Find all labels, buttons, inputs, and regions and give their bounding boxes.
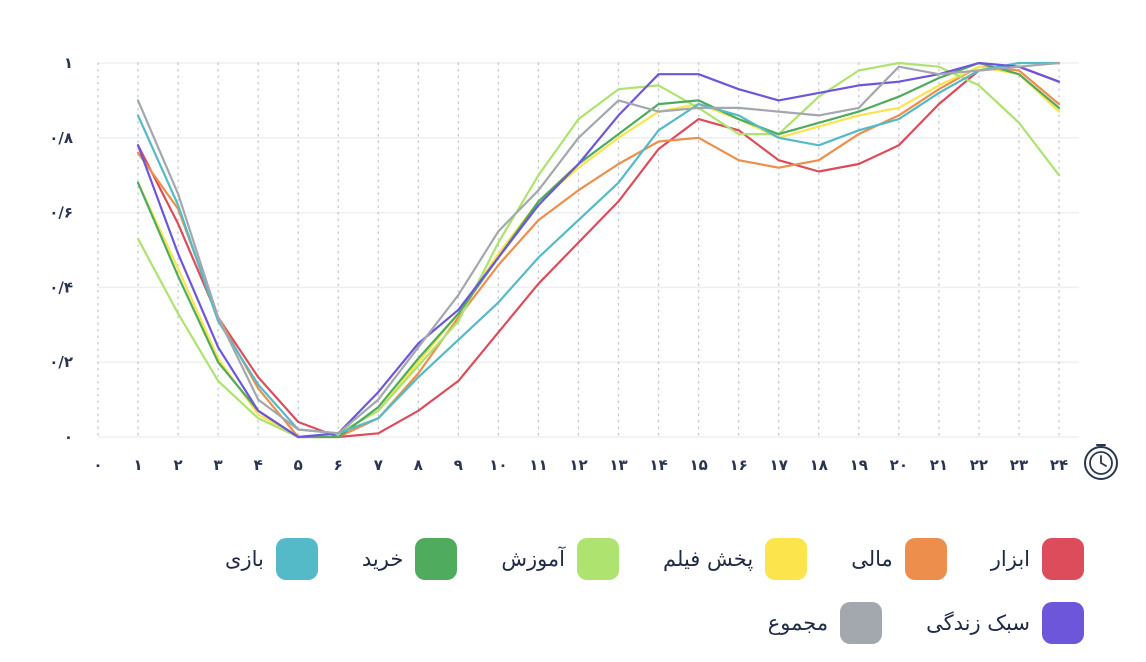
x-tick-label: ۱۲: [569, 456, 587, 474]
legend-item[interactable]: بازی: [225, 537, 318, 581]
legend-item[interactable]: مجموع: [767, 601, 883, 645]
x-tick-label: ۱۵: [689, 456, 707, 474]
x-tick-label: ۱۶: [730, 456, 748, 474]
x-tick-label: ۹: [454, 456, 463, 474]
x-tick-label: ۱۳: [609, 456, 627, 474]
legend-label: ابزار: [990, 547, 1030, 571]
legend-label: بازی: [225, 547, 264, 571]
x-tick-label: ۱۷: [770, 456, 788, 474]
legend-label: مالی: [851, 547, 893, 571]
legend-item[interactable]: مالی: [851, 537, 947, 581]
x-tick-label: ۲۳: [1010, 456, 1028, 474]
x-tick-label: ۸: [414, 456, 423, 474]
x-tick-label: ۱۹: [850, 456, 868, 474]
x-tick-label: ۱۰: [489, 456, 507, 474]
x-tick-label: ۷: [374, 456, 383, 474]
y-tick-label: ۰: [64, 428, 73, 446]
legend-item[interactable]: پخش فیلم: [663, 537, 808, 581]
legend-swatch: [1042, 602, 1084, 644]
y-tick-label: ۱: [64, 54, 73, 72]
legend-swatch: [577, 538, 620, 580]
legend-item[interactable]: آموزش: [501, 537, 620, 581]
x-tick-label: ۲: [174, 456, 183, 474]
x-tick-label: ۶: [334, 456, 343, 474]
x-tick-label: ۲۴: [1050, 456, 1068, 474]
legend-item[interactable]: سبک زندگی: [926, 601, 1084, 645]
y-tick-label: ۰/۸: [49, 129, 73, 147]
chart-svg: ۰۰/۲۰/۴۰/۶۰/۸۱۰ ۱ ۲ ۳ ۴ ۵ ۶ ۷ ۸ ۹ ۱۰ ۱۱ ۱۲ ۱۳ ۱۴ ۱۵ ۱۶ ۱۷…: [49, 54, 1118, 480]
series-line-7: [136, 61, 1061, 435]
series-lines: [136, 61, 1061, 439]
legend-swatch: [1042, 538, 1084, 580]
legend-swatch: [275, 538, 318, 580]
legend-swatch: [904, 538, 947, 580]
x-tick-label: ۱۸: [810, 456, 828, 474]
x-tick-label: ۵: [294, 456, 303, 474]
legend-label: پخش فیلم: [663, 547, 754, 571]
x-tick-label: ۲۱: [930, 456, 948, 474]
y-tick-label: ۰/۶: [49, 204, 73, 222]
grid: [97, 62, 1079, 438]
y-tick-label: ۰/۴: [49, 278, 73, 296]
series-line-6: [136, 61, 1061, 439]
legend-swatch: [840, 602, 883, 644]
legend-label: خرید: [361, 547, 404, 571]
legend-item[interactable]: ابزار: [991, 537, 1084, 581]
series-line-0: [136, 65, 1061, 439]
x-tick-label: ۳: [214, 456, 223, 474]
legend-swatch: [765, 538, 808, 580]
legend-label: مجموع: [767, 611, 829, 635]
chart-legend: ابزار مالی پخش فیلم آموزش خرید بازی سبک زندگی م…: [24, 537, 1084, 645]
legend-item[interactable]: خرید: [361, 537, 458, 581]
line-chart: ۰ ۰/۲ ۰/۴ ۰/۶ ۰/۸ ۱ ۰ ۱ ۲ ۳ ۴ ۵ ۶ ۷ ۸ ۹ ۱۰ ۱۱ ۱۲ ۱۳ ۱۴ ۱۵ ۱۶ ۱۷…: [49, 54, 1118, 480]
legend-swatch: [415, 538, 458, 580]
clock-icon: [1084, 444, 1118, 480]
y-tick-label: ۰/۲: [49, 353, 73, 371]
x-tick-label: ۱۱: [529, 456, 547, 474]
x-tick-label: ۲۰: [890, 456, 908, 474]
x-tick-label: ۴: [254, 456, 263, 474]
series-line-1: [136, 65, 1061, 439]
axis-ticks: ۰۰/۲۰/۴۰/۶۰/۸۱۰ ۱ ۲ ۳ ۴ ۵ ۶ ۷ ۸ ۹ ۱۰ ۱۱ ۱۲ ۱۳ ۱۴ ۱۵ ۱۶ ۱۷…: [49, 54, 1068, 474]
legend-label: آموزش: [501, 547, 566, 571]
x-tick-label: ۰: [93, 456, 102, 474]
x-tick-label: ۲۲: [970, 456, 988, 474]
x-tick-label: ۱: [133, 456, 142, 474]
legend-label: سبک زندگی: [926, 611, 1030, 635]
series-line-5: [136, 61, 1061, 435]
x-tick-label: ۱۴: [649, 456, 667, 474]
